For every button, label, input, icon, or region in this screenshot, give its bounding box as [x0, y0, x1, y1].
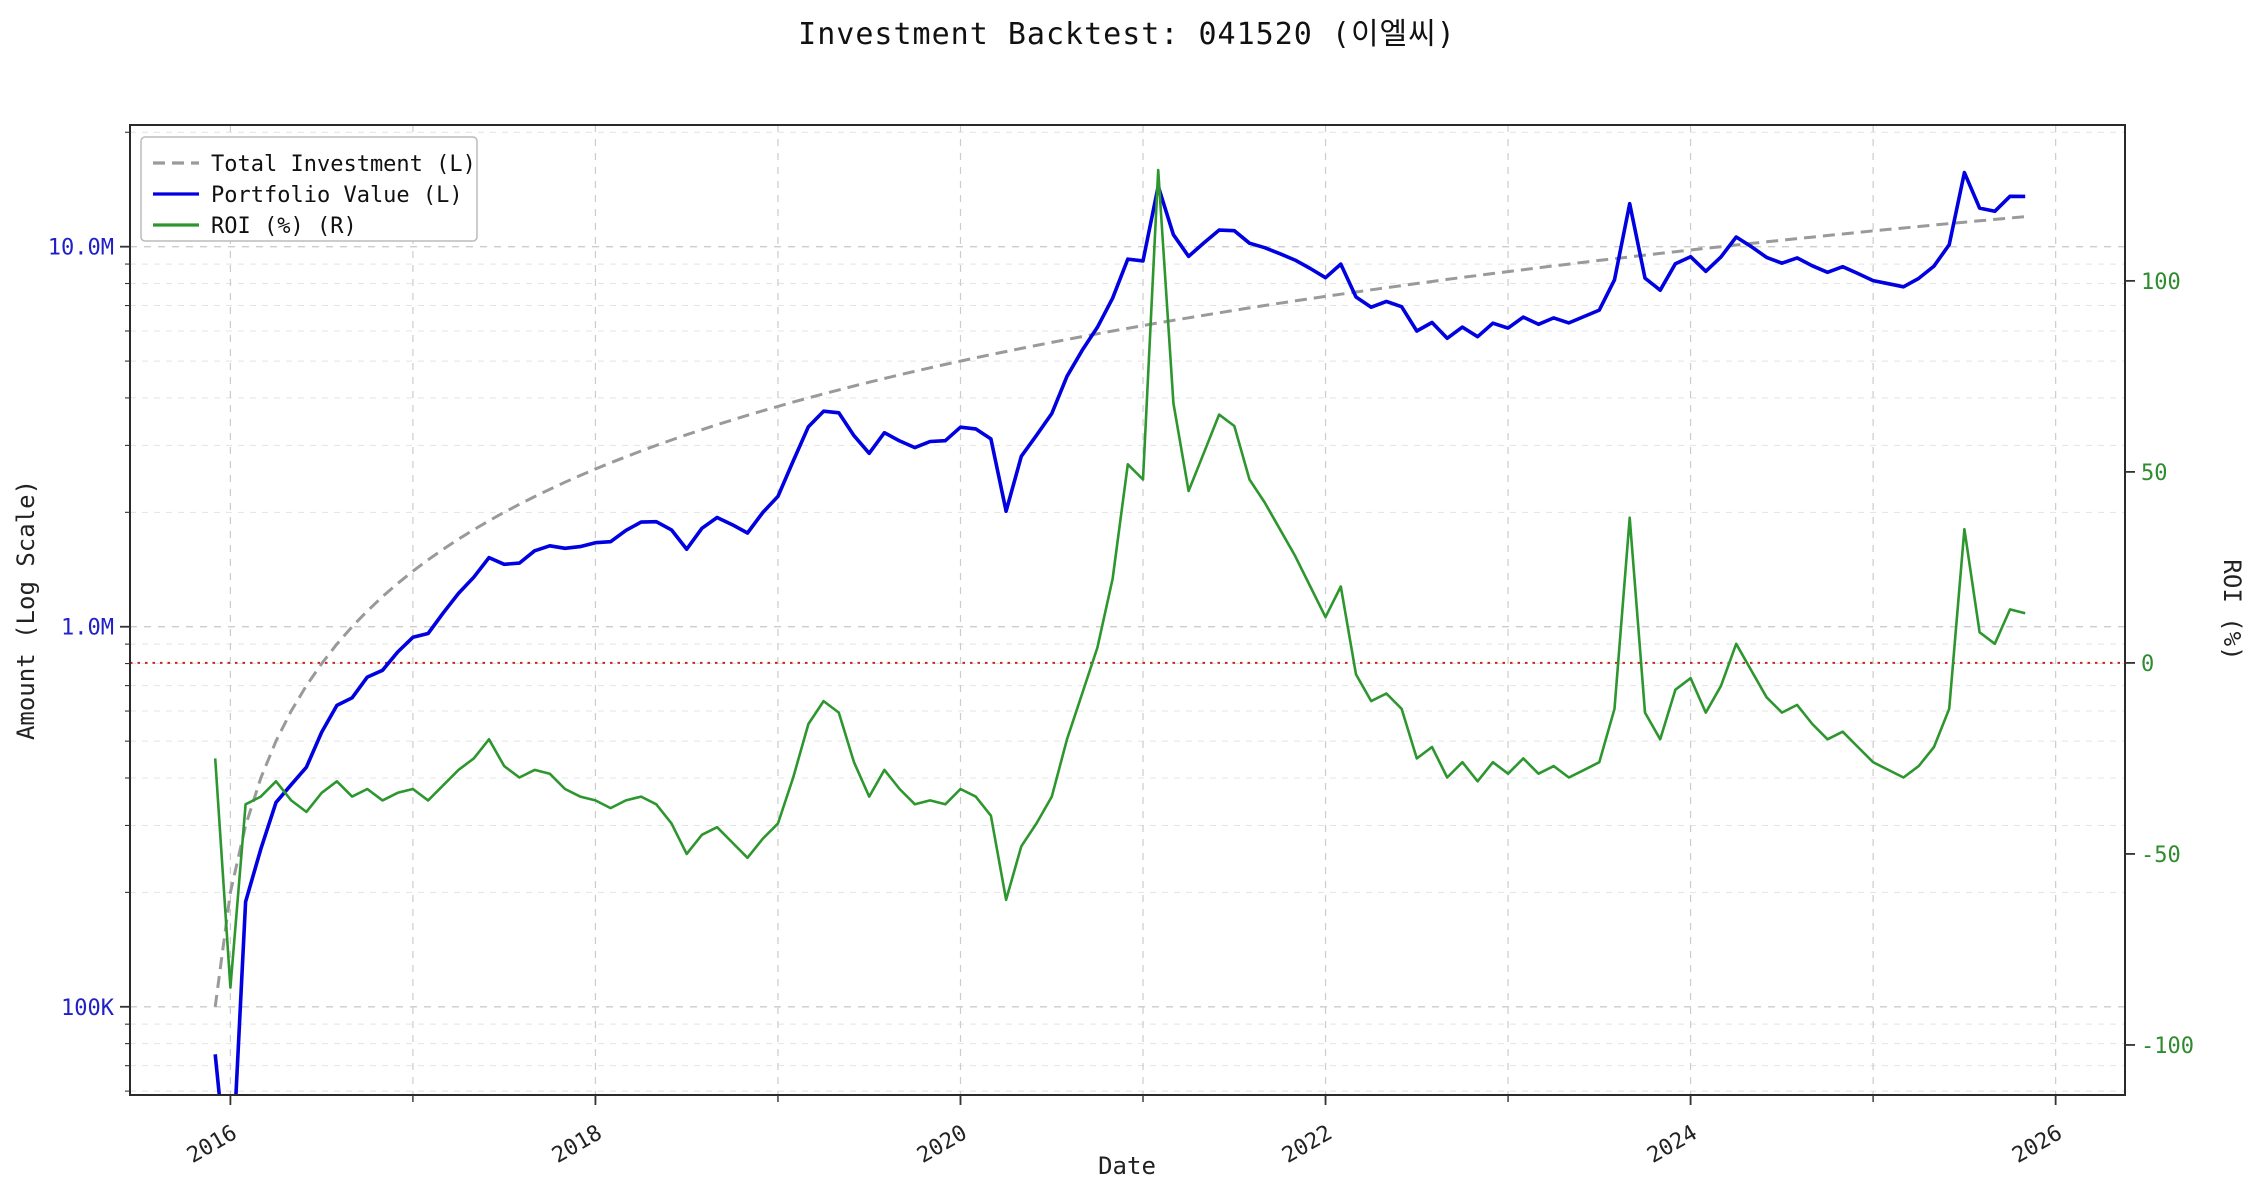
axis-tick-labels: 2016 2018 2020 2022 2024 2026 100K 1.0M 10.0M -10… — [48, 236, 2194, 1169]
x-axis-tick-label: 2026 — [2008, 1121, 2066, 1169]
total-investment-series-line — [213, 215, 2026, 1007]
legend-entry-label: ROI (%) (R) — [211, 214, 357, 239]
y-right-tick-label: 50 — [2141, 461, 2168, 486]
x-axis-label: Date — [1098, 1152, 1156, 1180]
legend-entry-label: Total Investment (L) — [211, 152, 476, 177]
y-right-tick-label: -100 — [2141, 1034, 2194, 1059]
y-left-tick-label: 1.0M — [61, 616, 114, 641]
roi-series-line — [213, 168, 2026, 989]
chart-title: Investment Backtest: 041520 (이엘씨) — [798, 17, 1456, 52]
axis-ticks — [120, 131, 2135, 1105]
y-left-axis-label: Amount (Log Scale) — [12, 480, 40, 740]
plot-border — [129, 124, 2126, 1096]
series-layer — [213, 168, 2026, 1095]
portfolio-value-series-line — [213, 170, 2026, 1095]
y-right-tick-label: -50 — [2141, 843, 2181, 868]
y-right-axis-label: ROI (%) — [2218, 559, 2246, 660]
y-left-tick-label: 10.0M — [48, 236, 114, 261]
x-axis-tick-label: 2020 — [913, 1121, 971, 1169]
x-axis-tick-label: 2024 — [1643, 1121, 1701, 1169]
x-axis-tick-label: 2016 — [183, 1121, 241, 1169]
x-axis-tick-label: 2018 — [548, 1121, 606, 1169]
legend: Total Investment (L) Portfolio Value (L) R… — [140, 136, 478, 242]
legend-entry-label: Portfolio Value (L) — [211, 183, 463, 208]
y-left-tick-label: 100K — [61, 996, 115, 1021]
legend-box — [140, 136, 478, 242]
x-axis-tick-label: 2022 — [1278, 1121, 1336, 1169]
plot-grid — [130, 125, 2125, 1095]
y-right-tick-label: 0 — [2141, 652, 2154, 677]
y-right-tick-label: 100 — [2141, 270, 2181, 295]
